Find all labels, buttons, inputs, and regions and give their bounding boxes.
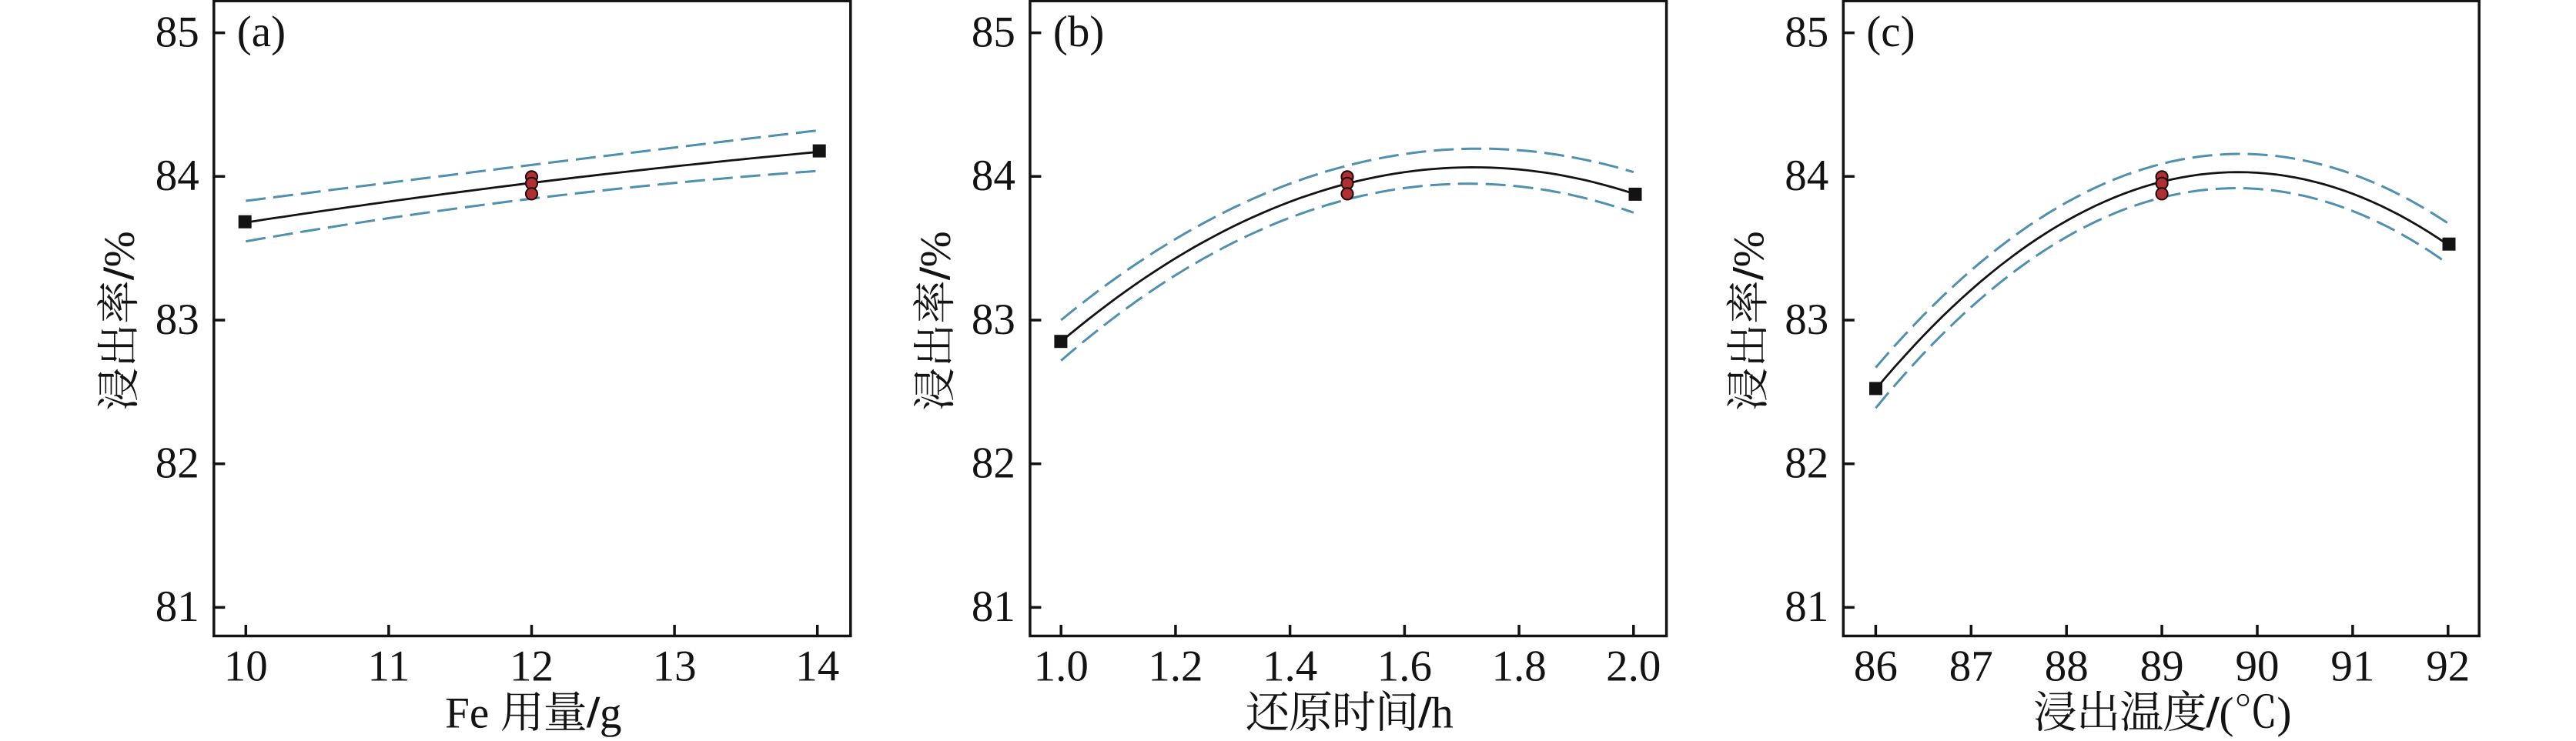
svg-text:92: 92	[2426, 643, 2470, 691]
svg-text:82: 82	[156, 439, 199, 488]
svg-text:82: 82	[972, 439, 1015, 488]
svg-text:85: 85	[972, 8, 1015, 56]
svg-text:85: 85	[156, 8, 199, 56]
svg-text:1.2: 1.2	[1148, 643, 1203, 691]
svg-text:11: 11	[367, 643, 410, 691]
svg-text:85: 85	[1785, 8, 1828, 56]
svg-text:83: 83	[972, 295, 1015, 344]
svg-text:81: 81	[972, 582, 1015, 631]
svg-text:83: 83	[156, 295, 199, 344]
svg-text:(c): (c)	[1866, 8, 1915, 56]
svg-text:84: 84	[156, 152, 199, 200]
svg-text:89: 89	[2140, 643, 2184, 691]
svg-text:88: 88	[2045, 643, 2089, 691]
svg-text:10: 10	[224, 643, 268, 691]
svg-text:82: 82	[1785, 439, 1828, 488]
svg-text:87: 87	[1949, 643, 1993, 691]
svg-text:(b): (b)	[1053, 8, 1104, 56]
svg-text:14: 14	[795, 643, 839, 691]
svg-text:90: 90	[2236, 643, 2280, 691]
svg-text:1.0: 1.0	[1034, 643, 1089, 691]
svg-text:84: 84	[972, 152, 1015, 200]
svg-text:2.0: 2.0	[1606, 643, 1661, 691]
svg-text:83: 83	[1785, 295, 1828, 344]
svg-text:81: 81	[156, 582, 199, 631]
svg-text:86: 86	[1854, 643, 1898, 691]
svg-text:84: 84	[1785, 152, 1828, 200]
svg-text:1.6: 1.6	[1377, 643, 1432, 691]
svg-text:(a): (a)	[237, 8, 286, 56]
svg-text:13: 13	[653, 643, 697, 691]
svg-text:1.4: 1.4	[1263, 643, 1317, 691]
svg-text:91: 91	[2330, 643, 2374, 691]
svg-text:1.8: 1.8	[1491, 643, 1546, 691]
svg-text:81: 81	[1785, 582, 1828, 631]
svg-text:12: 12	[510, 643, 554, 691]
